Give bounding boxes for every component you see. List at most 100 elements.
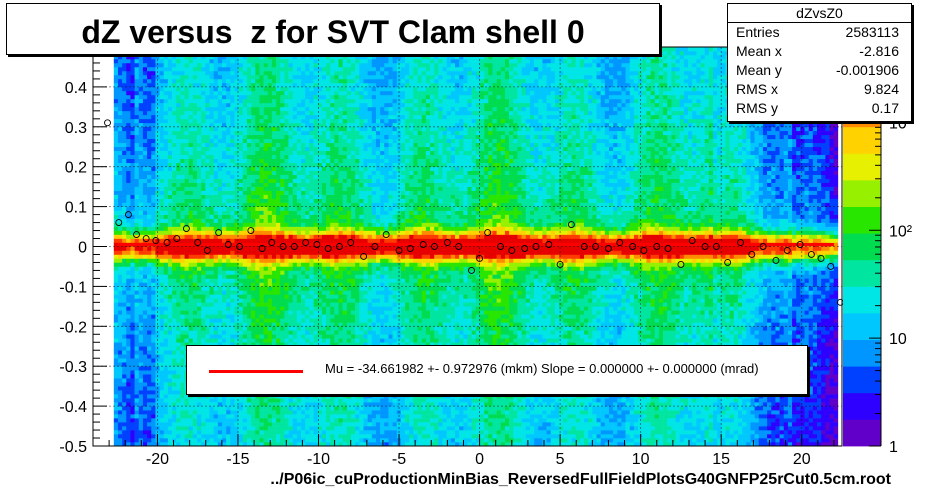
heatmap-cell (135, 159, 139, 163)
heatmap-cell (289, 87, 293, 91)
heatmap-cell (284, 262, 288, 266)
heatmap-cell (293, 235, 297, 239)
heatmap-cell (147, 95, 151, 99)
heatmap-cell (289, 298, 293, 302)
heatmap-cell (210, 75, 214, 79)
heatmap-cell (309, 147, 313, 151)
heatmap-cell (243, 286, 247, 290)
heatmap-cell (218, 131, 222, 135)
plot-canvas: -20 -15 -10 -5 0 5 10 15 20 -0.5 -0.4 -0.3 -0.2 -0.1 0… (0, 0, 931, 494)
heatmap-cell (255, 422, 259, 426)
heatmap-cell (126, 139, 130, 143)
heatmap-cell (193, 286, 197, 290)
heatmap-cell (201, 107, 205, 111)
heatmap-cell (180, 103, 184, 107)
heatmap-cell (210, 426, 214, 430)
heatmap-cell (168, 334, 172, 338)
heatmap-cell (168, 75, 172, 79)
heatmap-cell (135, 75, 139, 79)
heatmap-cell (160, 223, 164, 227)
heatmap-cell (214, 410, 218, 414)
heatmap-cell (114, 374, 118, 378)
heatmap-cell (268, 195, 272, 199)
heatmap-cell (172, 171, 176, 175)
heatmap-cell (289, 422, 293, 426)
heatmap-cell (222, 314, 226, 318)
heatmap-cell (151, 143, 155, 147)
heatmap-cell (126, 231, 130, 235)
heatmap-cell (230, 227, 234, 231)
heatmap-cell (243, 167, 247, 171)
heatmap-cell (135, 306, 139, 310)
heatmap-cell (226, 151, 230, 155)
heatmap-cell (189, 318, 193, 322)
heatmap-cell (201, 207, 205, 211)
heatmap-cell (222, 290, 226, 294)
heatmap-cell (309, 294, 313, 298)
heatmap-cell (193, 211, 197, 215)
heatmap-cell (210, 239, 214, 243)
heatmap-cell (151, 254, 155, 258)
heatmap-cell (135, 91, 139, 95)
heatmap-cell (122, 374, 126, 378)
heatmap-cell (314, 430, 318, 434)
heatmap-cell (151, 298, 155, 302)
heatmap-cell (176, 270, 180, 274)
heatmap-cell (164, 131, 168, 135)
heatmap-cell (143, 71, 147, 75)
heatmap-cell (289, 438, 293, 442)
heatmap-cell (272, 107, 276, 111)
heatmap-cell (122, 346, 126, 350)
heatmap-cell (151, 258, 155, 262)
heatmap-cell (197, 414, 201, 418)
heatmap-cell (218, 159, 222, 163)
heatmap-cell (301, 171, 305, 175)
heatmap-cell (197, 231, 201, 235)
heatmap-cell (143, 115, 147, 119)
heatmap-cell (276, 254, 280, 258)
heatmap-cell (164, 430, 168, 434)
heatmap-cell (189, 87, 193, 91)
heatmap-cell (189, 294, 193, 298)
heatmap-cell (239, 338, 243, 342)
heatmap-cell (130, 274, 134, 278)
heatmap-cell (264, 119, 268, 123)
heatmap-cell (122, 227, 126, 231)
heatmap-cell (305, 75, 309, 79)
heatmap-cell (305, 231, 309, 235)
heatmap-cell (168, 386, 172, 390)
heatmap-cell (193, 270, 197, 274)
heatmap-cell (280, 310, 284, 314)
heatmap-cell (143, 171, 147, 175)
heatmap-cell (180, 262, 184, 266)
heatmap-cell (114, 426, 118, 430)
heatmap-cell (226, 306, 230, 310)
heatmap-cell (205, 55, 209, 59)
heatmap-cell (272, 199, 276, 203)
heatmap-cell (172, 155, 176, 159)
heatmap-cell (176, 147, 180, 151)
heatmap-cell (305, 250, 309, 254)
heatmap-cell (172, 79, 176, 83)
heatmap-cell (226, 310, 230, 314)
heatmap-cell (118, 414, 122, 418)
heatmap-cell (214, 430, 218, 434)
heatmap-cell (284, 318, 288, 322)
heatmap-cell (172, 270, 176, 274)
heatmap-cell (280, 266, 284, 270)
heatmap-cell (222, 167, 226, 171)
heatmap-cell (164, 410, 168, 414)
heatmap-cell (222, 211, 226, 215)
heatmap-cell (180, 366, 184, 370)
heatmap-cell (143, 223, 147, 227)
heatmap-cell (205, 151, 209, 155)
heatmap-cell (314, 398, 318, 402)
heatmap-cell (210, 334, 214, 338)
heatmap-cell (201, 231, 205, 235)
heatmap-cell (280, 55, 284, 59)
heatmap-cell (201, 175, 205, 179)
heatmap-cell (201, 410, 205, 414)
heatmap-cell (247, 290, 251, 294)
heatmap-cell (197, 67, 201, 71)
heatmap-cell (280, 127, 284, 131)
